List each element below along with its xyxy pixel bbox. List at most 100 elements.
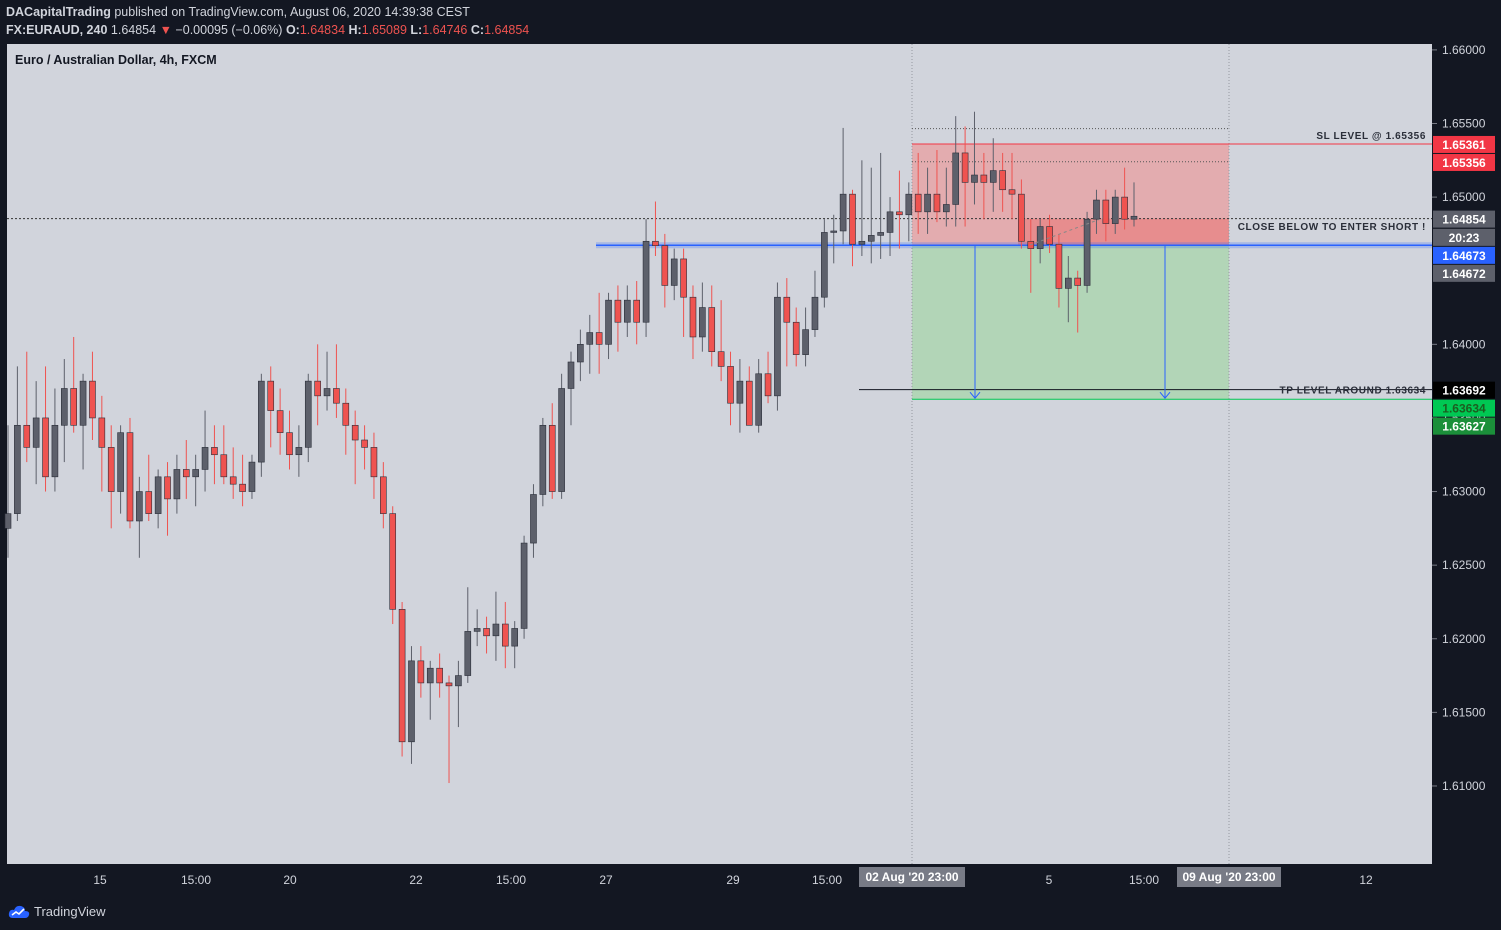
candle-body[interactable] xyxy=(70,388,77,426)
candle-body[interactable] xyxy=(802,329,809,355)
candle-body[interactable] xyxy=(136,491,143,522)
symbol-label[interactable]: FX:EURAUD, 240 xyxy=(6,23,108,37)
candle-body[interactable] xyxy=(286,432,293,456)
candle-body[interactable] xyxy=(1065,277,1072,289)
candle-body[interactable] xyxy=(680,258,687,298)
candle-body[interactable] xyxy=(1055,243,1063,289)
candle-body[interactable] xyxy=(314,380,321,397)
candle-body[interactable] xyxy=(652,240,659,246)
candle-body[interactable] xyxy=(670,258,678,286)
candle-body[interactable] xyxy=(1111,196,1119,224)
candle-body[interactable] xyxy=(455,675,462,687)
candle-body[interactable] xyxy=(32,417,40,448)
candle-body[interactable] xyxy=(351,424,359,441)
candle-body[interactable] xyxy=(502,623,509,647)
candle-body[interactable] xyxy=(445,682,453,687)
candle-body[interactable] xyxy=(1102,199,1110,224)
candle-body[interactable] xyxy=(867,235,875,242)
candle-body[interactable] xyxy=(1130,215,1138,220)
candle-body[interactable] xyxy=(248,461,256,492)
candle-body[interactable] xyxy=(605,299,612,345)
candle-body[interactable] xyxy=(943,204,950,213)
candle-body[interactable] xyxy=(577,344,584,363)
candle-body[interactable] xyxy=(229,476,237,485)
candle-body[interactable] xyxy=(42,417,49,478)
candle-body[interactable] xyxy=(623,299,631,323)
candle-body[interactable] xyxy=(14,424,21,514)
candle-body[interactable] xyxy=(548,424,556,492)
candle-body[interactable] xyxy=(736,380,744,404)
candle-body[interactable] xyxy=(811,296,819,330)
candle-body[interactable] xyxy=(436,667,443,684)
candle-body[interactable] xyxy=(145,491,153,514)
candle-body[interactable] xyxy=(717,351,725,367)
candle-body[interactable] xyxy=(858,240,866,245)
candle-body[interactable] xyxy=(154,476,162,514)
candle-body[interactable] xyxy=(211,447,218,456)
candle-body[interactable] xyxy=(380,476,387,514)
candle-body[interactable] xyxy=(295,447,303,456)
candle-body[interactable] xyxy=(567,361,575,389)
candle-body[interactable] xyxy=(323,388,331,397)
candle-body[interactable] xyxy=(417,660,425,684)
candle-body[interactable] xyxy=(999,170,1006,191)
candle-body[interactable] xyxy=(755,373,762,426)
candle-body[interactable] xyxy=(905,193,913,216)
candle-body[interactable] xyxy=(473,628,481,632)
candle-body[interactable] xyxy=(126,432,134,522)
candle-body[interactable] xyxy=(107,447,115,492)
candle-body[interactable] xyxy=(989,170,997,183)
candle-body[interactable] xyxy=(173,469,181,500)
candle-body[interactable] xyxy=(886,211,894,233)
candle-body[interactable] xyxy=(4,513,12,529)
candle-body[interactable] xyxy=(370,447,378,478)
candle-body[interactable] xyxy=(558,388,565,492)
candle-body[interactable] xyxy=(464,631,472,676)
author-name[interactable]: DACapitalTrading xyxy=(6,5,111,19)
candle-body[interactable] xyxy=(971,174,978,183)
candle-body[interactable] xyxy=(689,296,697,338)
candle-body[interactable] xyxy=(520,542,528,629)
candle-body[interactable] xyxy=(1083,218,1091,286)
candle-body[interactable] xyxy=(1074,277,1081,286)
candle-body[interactable] xyxy=(745,380,753,426)
candle-body[interactable] xyxy=(304,380,312,448)
price-axis[interactable] xyxy=(1432,44,1501,893)
candle-body[interactable] xyxy=(595,332,603,345)
candle-body[interactable] xyxy=(511,628,519,647)
candle-body[interactable] xyxy=(23,424,31,448)
candle-body[interactable] xyxy=(361,439,368,448)
candle-body[interactable] xyxy=(117,432,124,492)
candle-body[interactable] xyxy=(924,193,931,213)
candle-body[interactable] xyxy=(333,388,340,404)
candle-body[interactable] xyxy=(276,410,284,433)
candle-body[interactable] xyxy=(839,193,847,232)
candle-body[interactable] xyxy=(1008,189,1016,195)
candle-body[interactable] xyxy=(1036,226,1044,249)
candle-body[interactable] xyxy=(952,152,960,205)
candle-body[interactable] xyxy=(492,623,500,637)
candle-body[interactable] xyxy=(530,494,537,544)
candle-body[interactable] xyxy=(164,476,171,500)
candle-body[interactable] xyxy=(267,380,275,411)
candle-body[interactable] xyxy=(783,296,791,323)
candle-body[interactable] xyxy=(220,454,228,478)
candle-body[interactable] xyxy=(896,211,903,216)
candle-body[interactable] xyxy=(933,193,941,213)
candle-body[interactable] xyxy=(699,307,706,338)
candle-body[interactable] xyxy=(398,609,406,743)
candle-body[interactable] xyxy=(342,402,350,426)
candle-body[interactable] xyxy=(60,388,68,426)
candle-body[interactable] xyxy=(51,424,59,478)
candle-body[interactable] xyxy=(727,366,734,404)
candle-body[interactable] xyxy=(774,296,781,397)
candle-body[interactable] xyxy=(408,660,415,743)
candle-body[interactable] xyxy=(914,193,922,213)
candle-body[interactable] xyxy=(258,380,265,463)
candle-body[interactable] xyxy=(961,152,969,183)
candle-body[interactable] xyxy=(192,469,199,478)
candle-body[interactable] xyxy=(764,373,772,397)
candle-body[interactable] xyxy=(830,230,838,233)
candle-body[interactable] xyxy=(708,307,716,352)
